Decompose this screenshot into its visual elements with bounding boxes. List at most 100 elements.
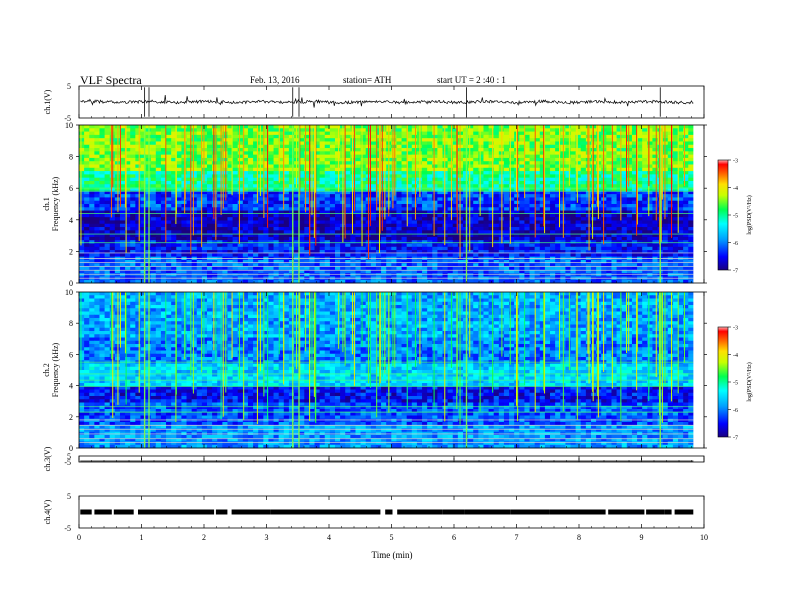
spectrogram-cell	[416, 207, 423, 211]
spectrogram-cell	[678, 223, 684, 228]
spectrogram-cell	[544, 180, 551, 185]
spectrogram-cell	[288, 250, 295, 254]
spectrogram-cell	[355, 220, 361, 225]
spectrogram-cell	[483, 177, 489, 182]
spectrogram-cell	[590, 194, 597, 198]
spectrogram-cell	[570, 144, 577, 149]
spectrogram-cell	[621, 184, 628, 188]
spectrogram-cell	[150, 144, 157, 149]
spectrogram-cell	[350, 213, 356, 218]
spectrogram-cell	[186, 197, 193, 202]
spectrogram-cell	[299, 253, 305, 258]
spectrogram-cell	[539, 125, 546, 129]
spectrogram-cell	[391, 220, 397, 225]
spectrogram-cell	[191, 194, 198, 198]
spectrogram-cell	[462, 236, 469, 241]
spectrogram-cell	[422, 194, 428, 198]
spectrogram-cell	[104, 164, 111, 169]
spectrogram-cell	[678, 128, 684, 132]
spectrogram-cell	[314, 220, 321, 225]
spectrogram-cell	[99, 148, 105, 152]
spectrogram-cell	[678, 207, 684, 211]
spectrogram-cell	[119, 233, 126, 238]
spectrogram-cell	[99, 236, 105, 241]
spectrogram-cell	[452, 223, 459, 228]
spectrogram-cell	[176, 131, 182, 136]
spectrogram-cell	[432, 128, 438, 132]
spectrogram-cell	[396, 194, 402, 198]
spectrogram-cell	[539, 250, 546, 254]
spectrogram-cell	[201, 134, 208, 139]
spectrogram-cell	[642, 210, 648, 215]
spectrogram-cell	[334, 253, 341, 258]
spectrogram-cell	[580, 197, 587, 202]
spectrogram-cell	[186, 180, 193, 185]
spectrogram-cell	[555, 125, 561, 129]
spectrogram-cell	[237, 141, 244, 146]
spectrogram-cell	[119, 187, 126, 192]
spectrogram-cell	[125, 167, 131, 172]
spectrogram-cell	[345, 217, 351, 221]
spectrogram-cell	[140, 177, 146, 182]
spectrogram-cell	[196, 134, 203, 139]
spectrogram-cell	[247, 227, 254, 231]
spectrogram-cell	[232, 141, 239, 146]
spectrogram-cell	[626, 180, 633, 185]
spectrogram-cell	[565, 210, 571, 215]
spectrogram-cell	[345, 184, 351, 188]
spectrogram-cell	[135, 227, 141, 231]
spectrogram-cell	[411, 230, 418, 235]
spectrogram-cell	[672, 151, 679, 156]
spectrogram-cell	[181, 213, 187, 218]
spectrogram-cell	[232, 217, 239, 221]
spectrogram-cell	[288, 161, 295, 165]
spectrogram-cell	[176, 128, 182, 132]
spectrogram-cell	[299, 220, 305, 225]
spectrogram-cell	[493, 223, 500, 228]
spectrogram-cell	[232, 134, 239, 139]
spectrogram-cell	[401, 190, 408, 195]
spectrogram-cell	[580, 210, 587, 215]
spectrogram-cell	[519, 134, 525, 139]
spectrogram-cell	[509, 246, 515, 251]
spectrogram-cell	[391, 174, 397, 179]
spectrogram-cell	[437, 180, 443, 185]
spectrogram-cell	[227, 200, 233, 205]
spectrogram-cell	[427, 207, 433, 211]
spectrogram-cell	[334, 180, 341, 185]
spectrogram-cell	[422, 164, 428, 169]
spectrogram-cell	[565, 217, 571, 221]
spectrogram-cell	[652, 128, 658, 132]
spectrogram-cell	[217, 227, 223, 231]
spectrogram-cell	[104, 157, 111, 162]
spectrogram-cell	[299, 131, 305, 136]
spectrogram-cell	[493, 236, 500, 241]
spectrogram-cell	[473, 151, 479, 156]
spectrogram-cell	[427, 230, 433, 235]
spectrogram-cell	[544, 210, 551, 215]
spectrogram-cell	[432, 177, 438, 182]
spectrogram-cell	[565, 204, 571, 208]
spectrogram-cell	[171, 204, 177, 208]
spectrogram-cell	[621, 141, 628, 146]
spectrogram-cell	[442, 177, 449, 182]
spectrogram-cell	[345, 128, 351, 132]
spectrogram-cell	[667, 144, 674, 149]
spectrogram-cell	[299, 174, 305, 179]
spectrogram-cell	[422, 180, 428, 185]
spectrogram-cell	[391, 164, 397, 169]
spectrogram-cell	[575, 134, 582, 139]
spectrogram-cell	[391, 161, 397, 165]
spectrogram-cell	[288, 236, 295, 241]
spectrogram-cell	[637, 154, 643, 159]
spectrogram-cell	[314, 128, 321, 132]
spectrogram-cell	[222, 128, 228, 132]
spectrogram-cell	[206, 213, 213, 218]
spectrogram-cell	[457, 197, 464, 202]
spectrogram-cell	[611, 227, 617, 231]
spectrogram-cell	[268, 148, 274, 152]
spectrogram-cell	[539, 207, 546, 211]
spectrogram-cell	[519, 210, 525, 215]
spectrogram-cell	[457, 220, 464, 225]
spectrogram-cell	[406, 190, 413, 195]
